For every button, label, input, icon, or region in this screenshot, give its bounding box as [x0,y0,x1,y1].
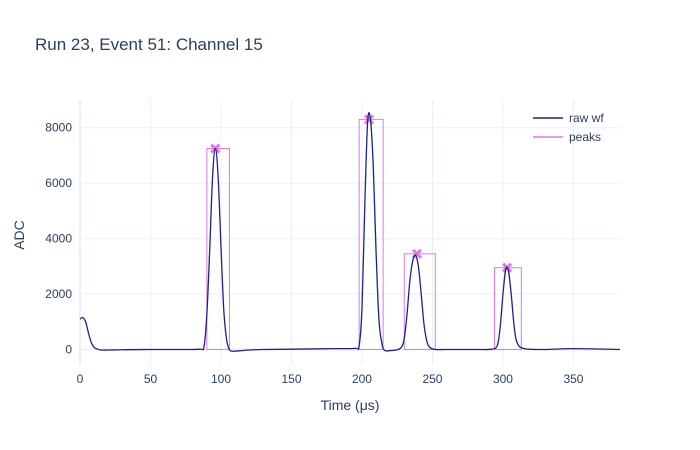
x-tick-label: 300 [493,372,513,386]
legend-label-raw-wf: raw wf [569,111,604,125]
grid [79,100,620,365]
tick-labels: 0 50 100 150 200 250 300 350 0 2000 4000 6000 8000 [45,121,584,386]
legend-label-peaks: peaks [569,130,601,144]
raw-wf-line [79,111,621,352]
y-tick-label: 0 [65,342,72,356]
y-axis-title: ADC [11,220,27,250]
x-tick-label: 100 [211,372,231,386]
peak-window [206,148,230,350]
peak-marker [363,114,375,125]
x-tick-label: 150 [281,372,301,386]
raw-wf-series [79,111,621,352]
peaks-series [206,114,522,350]
y-tick-label: 8000 [45,121,72,135]
chart-title: Run 23, Event 51: Channel 15 [35,35,263,54]
peak-window [403,253,436,350]
peak-marker-stroke [363,114,375,125]
x-tick-label: 0 [77,372,84,386]
x-tick-label: 350 [563,372,583,386]
x-tick-label: 250 [422,372,442,386]
y-tick-label: 4000 [45,232,72,246]
peak-window [358,118,384,350]
x-tick-label: 50 [144,372,158,386]
y-tick-label: 6000 [45,176,72,190]
x-axis-title: Time (μs) [321,397,380,413]
x-tick-label: 200 [352,372,372,386]
legend: raw wf peaks [533,111,604,144]
y-tick-label: 2000 [45,287,72,301]
